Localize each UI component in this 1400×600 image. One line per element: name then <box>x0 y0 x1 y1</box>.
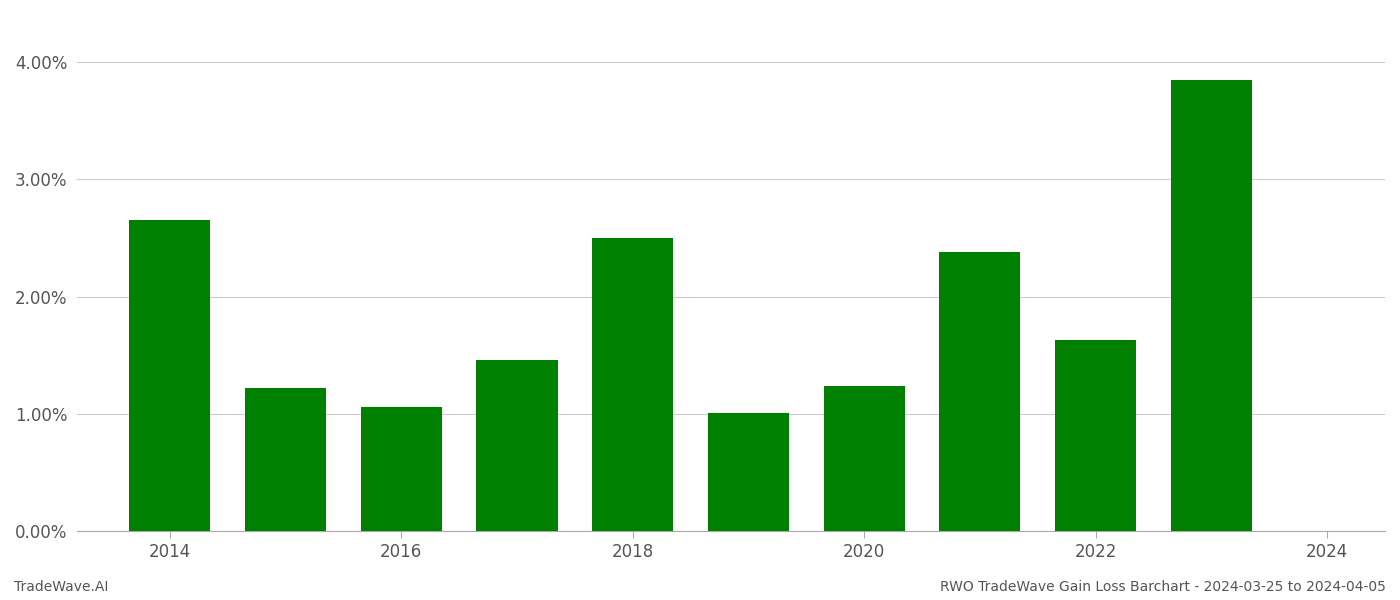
Bar <box>476 360 557 531</box>
Bar <box>708 413 790 531</box>
Bar <box>245 388 326 531</box>
Bar <box>592 238 673 531</box>
Bar <box>1170 80 1252 531</box>
Bar <box>1056 340 1137 531</box>
Bar <box>939 252 1021 531</box>
Bar <box>361 407 442 531</box>
Text: TradeWave.AI: TradeWave.AI <box>14 580 108 594</box>
Bar <box>129 220 210 531</box>
Bar <box>823 386 904 531</box>
Text: RWO TradeWave Gain Loss Barchart - 2024-03-25 to 2024-04-05: RWO TradeWave Gain Loss Barchart - 2024-… <box>941 580 1386 594</box>
